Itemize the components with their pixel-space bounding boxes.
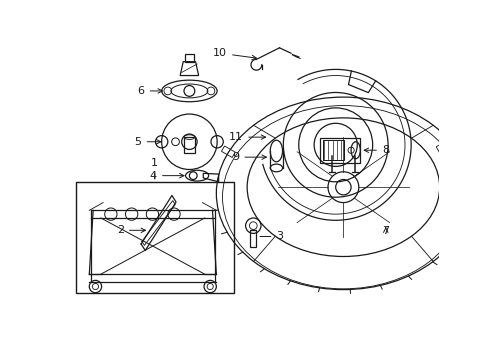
Text: 7: 7 [382,226,388,236]
Text: 10: 10 [213,48,256,60]
Text: 4: 4 [150,171,183,181]
Bar [183,137,194,153]
Text: 8: 8 [364,145,388,155]
Bar [250,230,256,247]
Text: 1: 1 [151,158,158,179]
Text: 11: 11 [229,132,265,142]
Bar [322,140,344,160]
Bar [76,182,234,293]
Text: 5: 5 [134,137,161,147]
Text: 9: 9 [232,152,266,162]
Text: 3: 3 [260,231,283,242]
Bar [221,146,235,157]
Bar [320,138,360,163]
Bar [435,141,449,152]
Text: 2: 2 [117,225,145,235]
Text: 6: 6 [138,86,162,96]
